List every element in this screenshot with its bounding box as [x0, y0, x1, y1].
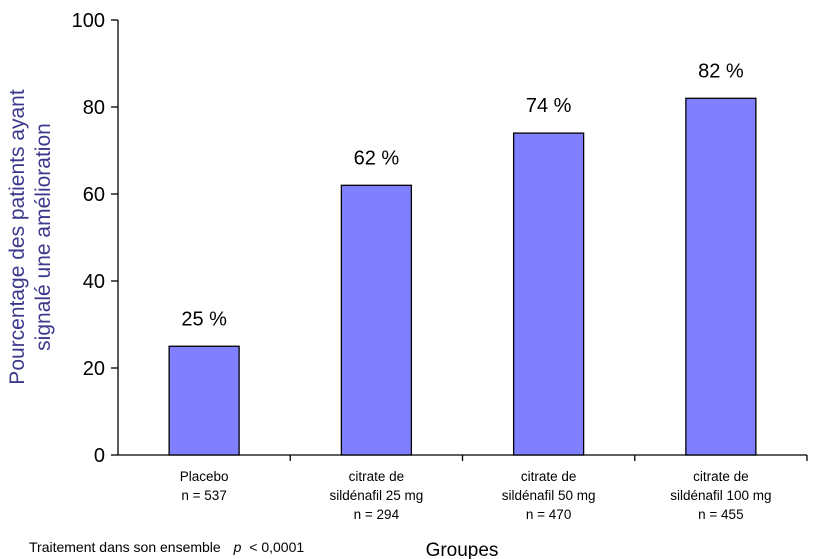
x-axis-title: Groupes — [426, 540, 499, 559]
x-tick-label: sildénafil 25 mg — [329, 488, 423, 503]
x-tick-label: sildénafil 50 mg — [502, 488, 596, 503]
bar — [340, 184, 413, 456]
x-tick-label: citrate de — [349, 469, 405, 484]
y-tick-label: 40 — [83, 271, 105, 293]
x-tick-label: citrate de — [521, 469, 577, 484]
x-tick-label: citrate de — [693, 469, 749, 484]
bar — [685, 97, 757, 456]
x-tick-label: Placebo — [180, 469, 229, 484]
footnote-p-value: < 0,0001 — [249, 539, 304, 555]
footnote: Traitement dans son ensemble p < 0,0001 — [29, 539, 304, 555]
bars — [168, 97, 757, 456]
footnote-p-symbol: p — [233, 539, 242, 555]
x-tick-label: n = 537 — [181, 488, 226, 503]
y-axis-title-line-1: Pourcentage des patients ayant — [6, 89, 29, 385]
y-tick-label: 20 — [83, 358, 105, 380]
value-labels: 25 % 62 % 74 % 82 % — [181, 60, 744, 330]
y-ticks: 0 20 40 60 80 100 — [72, 10, 118, 467]
x-tick-label: n = 455 — [698, 507, 743, 522]
y-tick-label: 60 — [83, 184, 105, 206]
x-tick-label: sildénafil 100 mg — [670, 488, 771, 503]
bar — [512, 132, 585, 456]
data-label: 74 % — [526, 95, 572, 117]
bar — [168, 345, 240, 456]
data-label: 25 % — [181, 308, 227, 330]
y-tick-label: 100 — [72, 10, 105, 32]
y-tick-label: 0 — [94, 445, 105, 467]
x-ticks — [289, 455, 808, 461]
footnote-prefix: Traitement dans son ensemble — [29, 539, 221, 555]
y-tick-label: 80 — [83, 97, 105, 119]
data-label: 62 % — [354, 147, 400, 169]
data-label: 82 % — [698, 60, 744, 82]
x-tick-label: n = 294 — [354, 507, 400, 522]
x-tick-label: n = 470 — [526, 507, 571, 522]
y-axis-title: Pourcentage des patients ayant signalé u… — [6, 89, 55, 385]
category-labels: Placebo n = 537 citrate de sildénafil 25 mg… — [180, 469, 772, 522]
y-axis-title-line-2: signalé une amélioration — [32, 123, 55, 351]
